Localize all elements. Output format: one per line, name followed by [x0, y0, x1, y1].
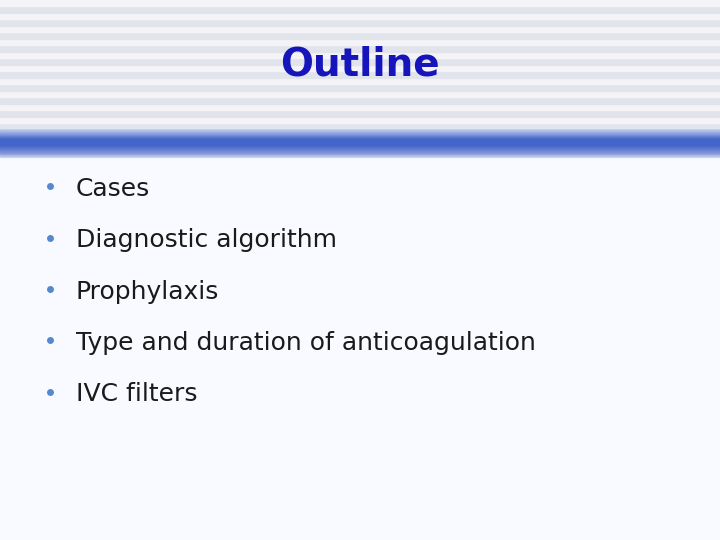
Bar [0, 0, 720, 6]
Text: Type and duration of anticoagulation: Type and duration of anticoagulation [76, 331, 536, 355]
Bar [0, 84, 720, 91]
Bar [0, 52, 720, 58]
Text: Prophylaxis: Prophylaxis [76, 280, 219, 303]
Bar [0, 45, 720, 52]
Bar [0, 104, 720, 110]
Bar [0, 19, 720, 26]
Bar [0, 157, 720, 540]
Bar [0, 71, 720, 78]
Text: Outline: Outline [280, 46, 440, 84]
Bar [0, 91, 720, 97]
Bar [0, 58, 720, 65]
Bar [0, 26, 720, 32]
Text: IVC filters: IVC filters [76, 382, 197, 406]
Bar [0, 6, 720, 13]
Bar [0, 65, 720, 71]
Bar [0, 13, 720, 19]
Bar [0, 97, 720, 104]
Bar [0, 78, 720, 84]
Bar [0, 117, 720, 123]
Bar [0, 110, 720, 117]
Text: Cases: Cases [76, 177, 150, 201]
Bar [0, 39, 720, 45]
Bar [0, 0, 720, 130]
Text: Diagnostic algorithm: Diagnostic algorithm [76, 228, 337, 252]
Bar [0, 32, 720, 39]
Bar [0, 123, 720, 130]
